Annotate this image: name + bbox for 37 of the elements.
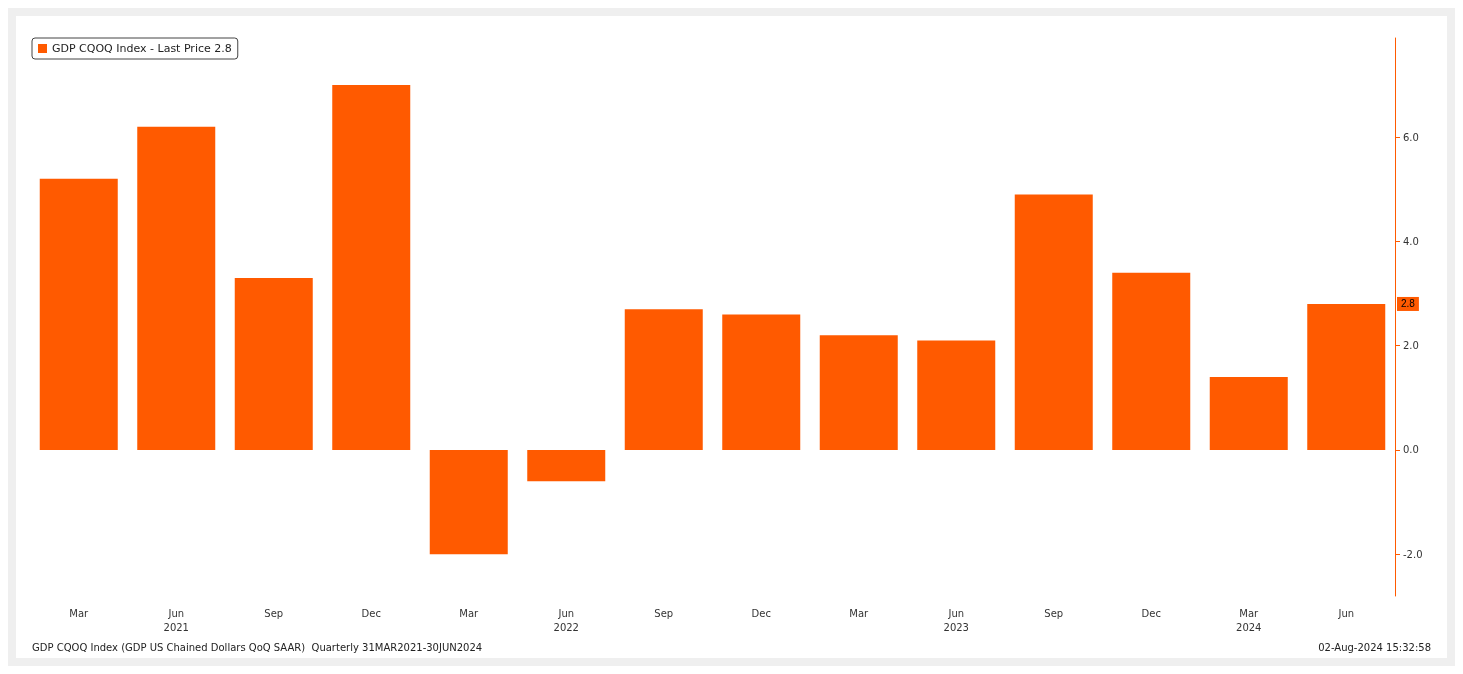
text: 02-Aug-2024 15:32:58 [1318, 641, 1432, 653]
bar [722, 314, 801, 450]
y-tick-label: 4.0 [1403, 235, 1419, 247]
x-tick-label: Dec [1141, 607, 1161, 619]
y-tick-label: 6.0 [1403, 131, 1419, 143]
x-tick-label: Mar 2024 [1236, 607, 1262, 633]
annotation: 2.8 [1401, 298, 1416, 310]
bar [624, 309, 703, 450]
bar [917, 340, 996, 450]
legend-label: GDP CQOQ Index - Last Price 2.8 [52, 42, 232, 55]
x-tick-label: Jun [1337, 607, 1355, 619]
x-tick-label: Sep [1044, 607, 1064, 619]
y-tick-label: 0.0 [1403, 444, 1419, 456]
x-tick-label: Sep [264, 607, 284, 619]
x-tick-label: Dec [361, 607, 381, 619]
bar [1209, 376, 1288, 450]
bar [819, 335, 898, 450]
bar [234, 277, 313, 450]
bar [429, 449, 508, 555]
x-tick-label: Jun 2021 [163, 607, 189, 633]
bar [1307, 303, 1386, 450]
bar [332, 84, 411, 450]
y-tick-label: 2.0 [1403, 340, 1419, 352]
text: GDP CQOQ Index (GDP US Chained Dollars QoQ SAAR) Quarterly 31MAR2021-30JUN2024 [32, 641, 483, 653]
x-tick-label: Mar [69, 607, 90, 619]
x-tick-label: Mar [459, 607, 480, 619]
x-tick-label: Dec [751, 607, 771, 619]
bar [527, 449, 606, 482]
bar [137, 126, 216, 450]
x-tick-label: Mar [849, 607, 870, 619]
bar [39, 178, 118, 450]
x-tick-label: Jun 2023 [943, 607, 969, 633]
x-tick-label: Sep [654, 607, 674, 619]
x-tick-label: Jun 2022 [553, 607, 579, 633]
bar [1014, 194, 1093, 450]
y-tick-label: -2.0 [1403, 548, 1423, 560]
bar [1112, 272, 1191, 450]
